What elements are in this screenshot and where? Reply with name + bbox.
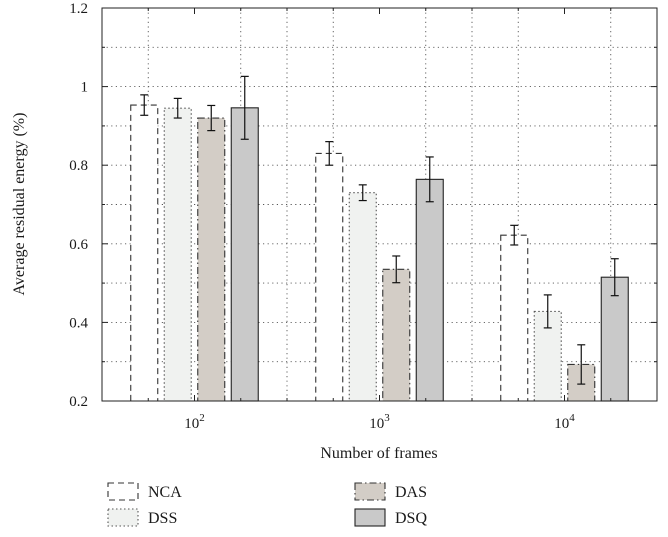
- x-tick-base: 10: [184, 416, 199, 432]
- y-tick-label: 0.6: [69, 237, 88, 253]
- error-bars: [140, 75, 619, 385]
- legend-label-das: DAS: [395, 484, 427, 501]
- bars: [130, 104, 629, 402]
- bar-dsq: [415, 178, 444, 402]
- y-tick-label: 1: [81, 80, 89, 96]
- bar-das: [382, 268, 411, 402]
- bar-das: [197, 117, 226, 402]
- y-tick-label: 0.8: [69, 158, 88, 174]
- legend-label-dss: DSS: [148, 510, 177, 527]
- bar-dsq: [230, 107, 259, 402]
- y-tick-label: 0.4: [69, 315, 88, 331]
- x-tick-exponent: 4: [569, 412, 575, 424]
- x-tick-base: 10: [369, 416, 384, 432]
- x-tick-label: 102: [184, 412, 205, 432]
- x-tick-base: 10: [554, 416, 569, 432]
- x-tick-exponent: 2: [199, 412, 205, 424]
- bar-dsq: [600, 276, 629, 402]
- y-tick-label: 1.2: [69, 1, 88, 17]
- legend-swatch-dss: [107, 508, 139, 527]
- x-tick-label: 103: [369, 412, 390, 432]
- bar-dss: [348, 192, 377, 402]
- legend-swatch-dsq: [354, 508, 386, 527]
- x-tick-label: 104: [554, 412, 575, 432]
- y-axis-title: Average residual energy (%): [11, 113, 28, 296]
- legend-swatch-das: [354, 482, 386, 501]
- bar-nca: [315, 152, 344, 402]
- legend-label-nca: NCA: [148, 484, 182, 501]
- bar-dss: [163, 107, 192, 402]
- x-tick-exponent: 3: [384, 412, 390, 424]
- legend-label-dsq: DSQ: [395, 510, 427, 527]
- y-tick-label: 0.2: [69, 394, 88, 410]
- x-axis-title: Number of frames: [320, 445, 437, 462]
- legend: NCA DSS DAS DSQ: [107, 482, 427, 527]
- legend-swatch-nca: [107, 482, 139, 501]
- bar-nca: [130, 104, 159, 402]
- bar-nca: [500, 234, 529, 402]
